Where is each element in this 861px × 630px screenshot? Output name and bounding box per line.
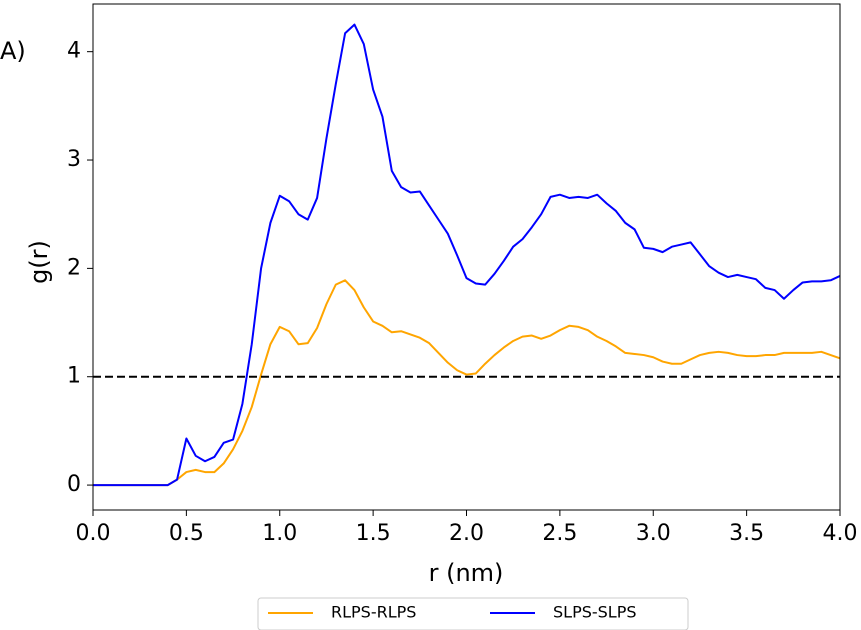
x-tick-label: 4.0 <box>823 521 858 546</box>
x-axis-label: r (nm) <box>429 559 504 587</box>
y-tick-label: 1 <box>67 364 81 389</box>
x-tick-label: 0.5 <box>169 521 204 546</box>
panel-label: A) <box>0 37 26 65</box>
series-line <box>93 279 841 487</box>
y-tick-label: 0 <box>67 472 81 497</box>
plot-frame <box>92 3 841 511</box>
series-line <box>93 23 841 487</box>
x-tick-label: 2.0 <box>449 521 484 546</box>
x-tick-label: 1.0 <box>262 521 297 546</box>
legend-label: SLPS-SLPS <box>553 603 637 622</box>
legend-label: RLPS-RLPS <box>331 603 416 622</box>
x-tick-label: 1.5 <box>356 521 391 546</box>
y-axis-label: g(r) <box>25 240 53 284</box>
x-tick-label: 3.5 <box>729 521 764 546</box>
y-tick-label: 4 <box>67 39 81 64</box>
legend-box <box>257 597 689 630</box>
x-tick-label: 0.0 <box>76 521 111 546</box>
y-tick-label: 2 <box>67 255 81 280</box>
y-tick-label: 3 <box>67 147 81 172</box>
x-tick-label: 2.5 <box>542 521 577 546</box>
x-tick-label: 3.0 <box>636 521 671 546</box>
